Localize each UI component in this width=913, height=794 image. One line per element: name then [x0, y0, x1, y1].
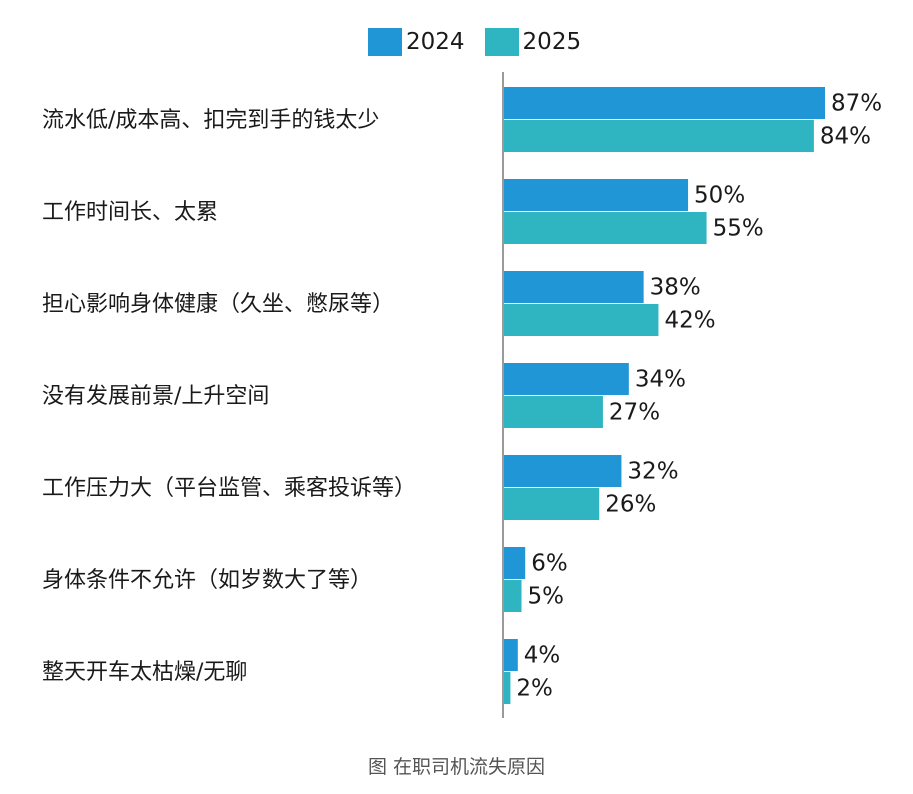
- bar-2025-0: [503, 120, 814, 152]
- category-label-6: 整天开车太枯燥/无聊: [42, 660, 247, 685]
- bar-2024-2: [503, 271, 644, 303]
- bar-2025-5: [503, 580, 522, 612]
- data-label-2024-6: 4%: [524, 643, 561, 669]
- data-label-2025-4: 26%: [605, 492, 656, 518]
- bar-chart: 流水低/成本高、扣完到手的钱太少 87% 84% 工作时间长、太累 50% 55% 担心影响…: [42, 72, 882, 718]
- legend-item-2024: 2024: [368, 28, 465, 56]
- bar-2024-1: [503, 179, 689, 211]
- bar-2024-5: [503, 547, 526, 579]
- data-label-2025-1: 55%: [713, 216, 764, 242]
- data-label-2024-2: 38%: [650, 275, 701, 301]
- data-label-2025-2: 42%: [664, 308, 715, 334]
- data-label-2024-0: 87%: [831, 91, 882, 117]
- bar-2024-0: [503, 87, 825, 119]
- data-label-2024-5: 6%: [531, 551, 568, 577]
- bar-2024-3: [503, 363, 629, 395]
- legend-label-2025: 2025: [522, 29, 582, 55]
- bar-2024-6: [503, 639, 518, 671]
- legend-label-2024: 2024: [406, 29, 465, 55]
- legend-item-2025: 2025: [484, 28, 582, 56]
- bar-2025-6: [503, 672, 511, 704]
- legend-swatch-2025: [484, 28, 519, 56]
- data-label-2025-5: 5%: [528, 584, 565, 610]
- data-label-2025-6: 2%: [516, 676, 553, 702]
- chart-caption: 图 在职司机流失原因: [367, 756, 546, 778]
- category-label-5: 身体条件不允许（如岁数大了等）: [42, 568, 372, 593]
- data-label-2025-3: 27%: [609, 400, 660, 426]
- data-label-2024-1: 50%: [694, 183, 745, 209]
- bar-2025-3: [503, 396, 603, 428]
- chart-legend: 2024 2025: [368, 28, 601, 56]
- bar-2025-4: [503, 488, 600, 520]
- data-label-2024-3: 34%: [635, 367, 686, 393]
- bar-2025-1: [503, 212, 707, 244]
- category-label-2: 担心影响身体健康（久坐、憋尿等）: [42, 292, 394, 317]
- data-label-2025-0: 84%: [820, 124, 871, 150]
- category-label-3: 没有发展前景/上升空间: [42, 384, 269, 409]
- category-label-0: 流水低/成本高、扣完到手的钱太少: [42, 108, 379, 133]
- bar-2025-2: [503, 304, 659, 336]
- bar-2024-4: [503, 455, 622, 487]
- category-label-4: 工作压力大（平台监管、乘客投诉等）: [42, 476, 416, 501]
- category-label-1: 工作时间长、太累: [42, 200, 218, 225]
- legend-swatch-2024: [368, 28, 402, 56]
- data-label-2024-4: 32%: [627, 459, 678, 485]
